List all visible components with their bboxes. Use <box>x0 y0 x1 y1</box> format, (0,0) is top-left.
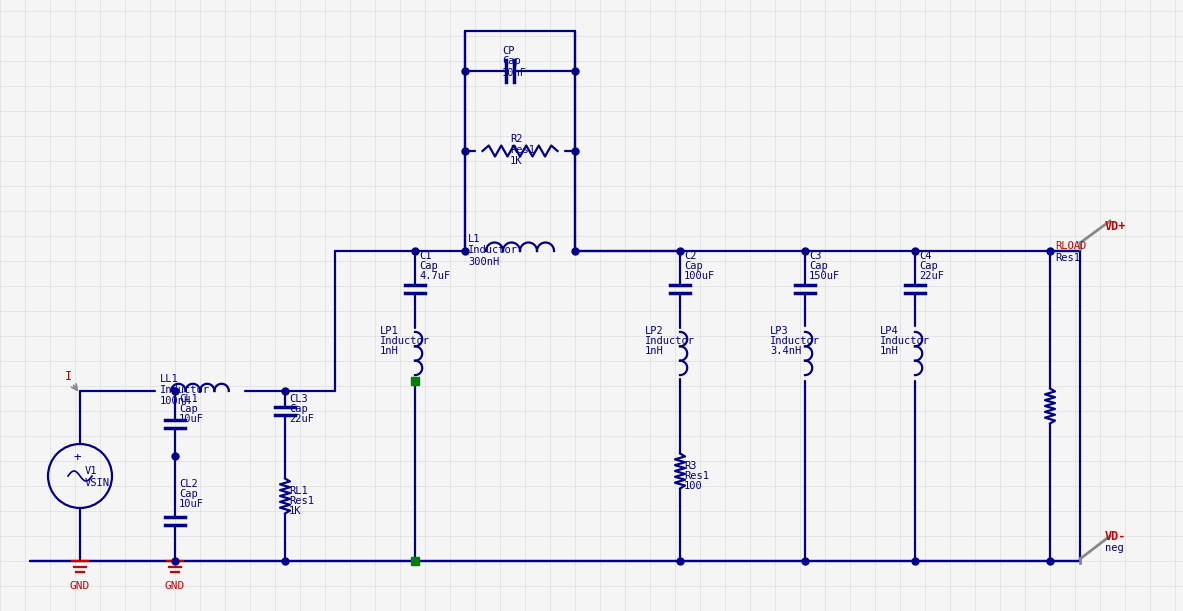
Text: Inductor: Inductor <box>770 336 820 346</box>
Text: Inductor: Inductor <box>380 336 429 346</box>
Text: neg: neg <box>1105 543 1124 553</box>
Text: C2: C2 <box>684 251 697 261</box>
Text: VSIN: VSIN <box>85 478 110 488</box>
Text: VD+: VD+ <box>1105 219 1126 233</box>
Text: Cap: Cap <box>502 56 521 66</box>
Text: 300nH: 300nH <box>468 257 499 267</box>
Text: GND: GND <box>164 581 185 591</box>
Text: 100nH: 100nH <box>160 396 192 406</box>
Text: LP3: LP3 <box>770 326 789 336</box>
Text: LP2: LP2 <box>645 326 664 336</box>
Text: I: I <box>65 370 72 382</box>
Text: C3: C3 <box>809 251 821 261</box>
Text: 1nH: 1nH <box>880 346 899 356</box>
Text: LP4: LP4 <box>880 326 899 336</box>
Text: Inductor: Inductor <box>645 336 694 346</box>
Text: 1nH: 1nH <box>645 346 664 356</box>
Text: Cap: Cap <box>684 261 703 271</box>
Text: 22uF: 22uF <box>289 414 313 424</box>
Text: GND: GND <box>70 581 90 591</box>
Text: 10uF: 10uF <box>179 414 203 424</box>
Text: Cap: Cap <box>919 261 938 271</box>
Text: CP: CP <box>502 46 515 56</box>
Text: 1K: 1K <box>510 156 523 166</box>
Text: Inductor: Inductor <box>880 336 930 346</box>
Text: 10nF: 10nF <box>502 68 526 78</box>
Text: 150uF: 150uF <box>809 271 840 281</box>
Text: CL2: CL2 <box>179 479 198 489</box>
Text: 100: 100 <box>684 481 703 491</box>
Text: R2: R2 <box>510 134 523 144</box>
Text: 22uF: 22uF <box>919 271 944 281</box>
Text: +: + <box>73 452 80 464</box>
Text: Cap: Cap <box>179 404 198 414</box>
Text: Cap: Cap <box>419 261 438 271</box>
Text: Inductor: Inductor <box>160 385 211 395</box>
Text: Inductor: Inductor <box>468 245 518 255</box>
Text: C1: C1 <box>419 251 432 261</box>
Text: L1: L1 <box>468 234 480 244</box>
Text: V1: V1 <box>85 466 97 476</box>
Text: 3.4nH: 3.4nH <box>770 346 801 356</box>
Text: Res1: Res1 <box>684 471 709 481</box>
Text: 10uF: 10uF <box>179 499 203 509</box>
Text: VD-: VD- <box>1105 530 1126 543</box>
Text: Cap: Cap <box>809 261 828 271</box>
Text: LL1: LL1 <box>160 374 179 384</box>
Text: RL1: RL1 <box>289 486 308 496</box>
Text: LP1: LP1 <box>380 326 399 336</box>
Text: 100uF: 100uF <box>684 271 716 281</box>
Text: CL3: CL3 <box>289 394 308 404</box>
Text: Res1: Res1 <box>289 496 313 506</box>
Text: CL1: CL1 <box>179 394 198 404</box>
Text: RLOAD: RLOAD <box>1055 241 1086 251</box>
Text: 4.7uF: 4.7uF <box>419 271 451 281</box>
Text: Res1: Res1 <box>1055 253 1080 263</box>
Text: Res1: Res1 <box>510 145 535 155</box>
Text: Cap: Cap <box>289 404 308 414</box>
Text: 1nH: 1nH <box>380 346 399 356</box>
Text: 1K: 1K <box>289 506 302 516</box>
Text: R3: R3 <box>684 461 697 471</box>
Text: Cap: Cap <box>179 489 198 499</box>
Text: C4: C4 <box>919 251 931 261</box>
